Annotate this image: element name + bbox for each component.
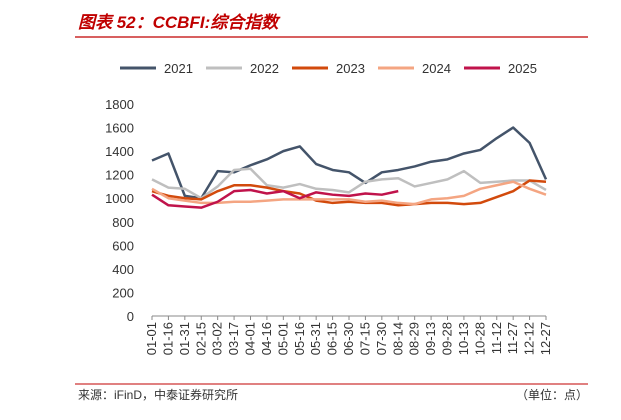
series-line	[151, 188, 399, 209]
x-tick-label: 12-27	[538, 322, 553, 355]
x-tick-label: 04-16	[259, 322, 274, 355]
x-tick-label: 05-31	[308, 322, 323, 355]
x-tick-label: 05-16	[292, 322, 307, 355]
x-tick-label: 11-12	[489, 322, 504, 354]
x-tick-label: 07-15	[357, 322, 372, 355]
y-tick-label: 400	[112, 262, 134, 277]
x-tick-label: 04-01	[243, 322, 258, 355]
x-tick-label: 01-31	[177, 322, 192, 355]
y-tick-label: 600	[112, 238, 134, 253]
x-tick-label: 06-15	[325, 322, 340, 355]
legend-label: 2022	[250, 61, 279, 76]
x-tick-label: 06-30	[341, 322, 356, 355]
x-tick-label: 03-17	[226, 322, 241, 355]
legend-label: 2024	[422, 61, 451, 76]
series-line	[151, 179, 547, 207]
x-tick-label: 03-02	[210, 322, 225, 355]
y-tick-label: 1000	[105, 191, 134, 206]
x-tick-label: 12-12	[522, 322, 537, 355]
x-tick-label: 11-27	[505, 322, 520, 354]
y-tick-label: 1200	[105, 168, 134, 183]
unit: （单位：点）	[516, 387, 588, 402]
x-tick-label: 01-01	[144, 322, 159, 355]
y-tick-label: 1400	[105, 144, 134, 159]
x-tick-label: 05-01	[275, 322, 290, 355]
x-tick-label: 01-16	[160, 322, 175, 355]
x-tick-label: 09-13	[423, 322, 438, 355]
y-tick-label: 200	[112, 285, 134, 300]
series-line	[151, 167, 547, 200]
x-tick-label: 07-30	[374, 322, 389, 355]
y-tick-label: 1600	[105, 121, 134, 136]
y-tick-label: 1800	[105, 97, 134, 112]
series-line	[151, 126, 548, 200]
chart-title: 图表 52：CCBFI:综合指数	[78, 13, 281, 32]
x-tick-label: 08-14	[390, 322, 405, 355]
legend-label: 2025	[508, 61, 537, 76]
y-tick-label: 800	[112, 215, 134, 230]
x-tick-label: 09-28	[440, 322, 455, 355]
x-tick-label: 10-13	[456, 322, 471, 355]
y-tick-label: 0	[127, 309, 134, 324]
source: 来源：iFinD，中泰证券研究所	[78, 387, 238, 402]
legend-label: 2023	[336, 61, 365, 76]
legend-label: 2021	[164, 61, 193, 76]
x-tick-label: 02-15	[193, 322, 208, 355]
x-tick-label: 10-28	[472, 322, 487, 355]
x-tick-label: 08-29	[407, 322, 422, 355]
